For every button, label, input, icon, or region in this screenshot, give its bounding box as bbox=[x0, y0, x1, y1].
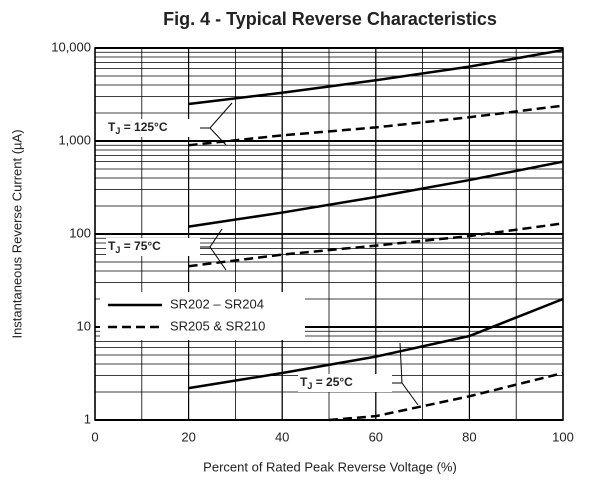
legend-box bbox=[100, 292, 305, 340]
series-line bbox=[188, 160, 564, 228]
annotation-bg bbox=[106, 119, 200, 137]
annotation-arrow bbox=[200, 102, 233, 129]
x-tick-label: 20 bbox=[181, 429, 195, 444]
annotation-subscript: J bbox=[115, 245, 120, 255]
annotation-suffix: = 25°C bbox=[312, 375, 353, 389]
series-line bbox=[328, 371, 564, 422]
series-line bbox=[188, 222, 564, 268]
annotation-bg bbox=[106, 238, 200, 256]
legend-label: SR202 – SR204 bbox=[170, 296, 264, 311]
annotation-text: T bbox=[108, 239, 116, 253]
annotation-subscript: J bbox=[115, 126, 120, 136]
x-tick-label: 0 bbox=[91, 429, 98, 444]
annotation-text: T bbox=[108, 120, 116, 134]
x-tick-label: 80 bbox=[462, 429, 476, 444]
legend-label: SR205 & SR210 bbox=[170, 318, 265, 333]
y-tick-label: 1,000 bbox=[58, 132, 91, 147]
annotation-arrow bbox=[392, 342, 403, 384]
y-tick-label: 10 bbox=[77, 318, 91, 333]
x-axis-label: Percent of Rated Peak Reverse Voltage (%… bbox=[203, 459, 457, 474]
x-tick-label: 100 bbox=[552, 429, 574, 444]
annotation-arrow bbox=[392, 382, 419, 406]
y-axis-label: Instantaneous Reverse Current (µA) bbox=[9, 129, 24, 338]
y-tick-label: 100 bbox=[69, 225, 91, 240]
annotation-arrow bbox=[200, 246, 227, 271]
annotation: TJ = 75°C bbox=[108, 239, 161, 255]
x-tick-label: 40 bbox=[275, 429, 289, 444]
annotation-suffix: = 75°C bbox=[120, 239, 161, 253]
y-tick-label: 10,000 bbox=[51, 39, 91, 54]
series-line bbox=[188, 48, 564, 106]
x-tick-label: 60 bbox=[369, 429, 383, 444]
annotation: TJ = 25°C bbox=[300, 375, 353, 391]
series-line bbox=[188, 104, 564, 147]
annotation: TJ = 125°C bbox=[108, 120, 168, 136]
annotation-subscript: J bbox=[307, 381, 312, 391]
annotation-bg bbox=[298, 374, 392, 392]
y-tick-label: 1 bbox=[84, 411, 91, 426]
annotation-suffix: = 125°C bbox=[120, 120, 167, 134]
chart-title: Fig. 4 - Typical Reverse Characteristics bbox=[163, 9, 497, 29]
series-line bbox=[188, 297, 564, 390]
annotation-text: T bbox=[300, 375, 308, 389]
annotation-arrow bbox=[200, 127, 227, 146]
